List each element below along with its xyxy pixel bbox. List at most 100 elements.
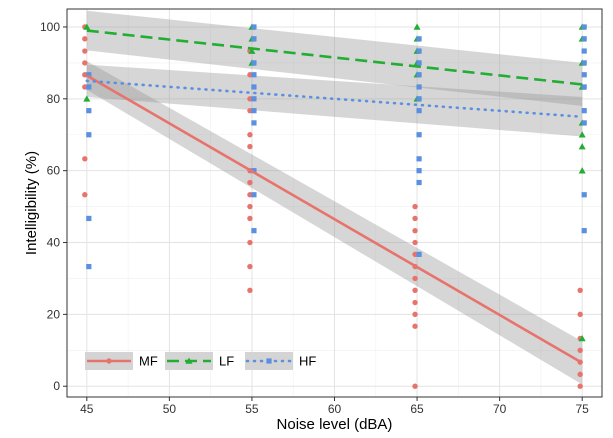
x-tick-label: 70 <box>493 402 507 416</box>
data-point-mf <box>412 275 418 282</box>
legend-marker-lf <box>185 357 193 364</box>
data-point-hf <box>251 228 257 234</box>
data-point-hf <box>251 168 257 174</box>
data-point-hf <box>251 72 257 78</box>
data-point-mf <box>412 251 418 258</box>
confidence-band-hf <box>86 64 583 137</box>
legend-label-lf: LF <box>219 354 234 369</box>
data-point-mf <box>412 215 418 222</box>
data-point-hf <box>251 120 257 126</box>
data-point-hf <box>416 179 422 186</box>
data-point-mf <box>247 143 253 150</box>
data-point-mf <box>412 323 418 329</box>
x-tick-label: 60 <box>328 402 342 416</box>
data-point-lf <box>578 143 586 150</box>
data-point-hf <box>581 36 587 42</box>
data-point-hf <box>86 84 92 90</box>
legend-item-lf: LF <box>165 352 234 370</box>
data-point-mf <box>577 287 583 293</box>
confidence-bands <box>86 10 583 385</box>
data-point-mf <box>247 132 253 138</box>
data-point-hf <box>581 48 587 54</box>
y-axis-title: Intelligibility (%) <box>23 151 40 255</box>
data-point-hf <box>86 108 92 114</box>
data-point-mf <box>247 179 253 186</box>
legend-item-mf: MF <box>85 352 158 370</box>
data-point-mf <box>82 60 88 66</box>
data-point-mf <box>247 96 253 102</box>
x-tick-label: 65 <box>410 402 424 416</box>
data-point-lf <box>248 47 256 54</box>
data-point-hf <box>416 36 422 42</box>
data-point-hf <box>416 132 422 138</box>
confidence-band-lf <box>86 10 583 107</box>
data-point-mf <box>577 347 583 353</box>
data-point-hf <box>416 72 422 78</box>
fit-line-mf <box>86 74 583 364</box>
data-point-hf <box>86 215 92 222</box>
data-point-mf <box>82 36 88 42</box>
fit-lines <box>85 29 584 364</box>
data-point-hf <box>86 132 92 138</box>
data-point-mf <box>412 227 418 234</box>
x-tick-label: 75 <box>576 402 590 416</box>
data-point-mf <box>82 192 88 198</box>
data-point-hf <box>581 60 587 66</box>
data-point-mf <box>577 371 583 378</box>
data-point-mf <box>412 287 418 293</box>
y-tick-label: 60 <box>47 164 61 178</box>
data-point-mf <box>247 192 253 198</box>
data-point-mf <box>247 215 253 222</box>
x-tick-label: 45 <box>80 402 94 416</box>
data-point-lf <box>578 167 586 174</box>
legend: MF LF HF <box>85 352 316 370</box>
y-tick-label: 80 <box>47 92 61 106</box>
data-point-mf <box>247 239 253 246</box>
data-point-hf <box>581 24 587 30</box>
data-point-hf <box>251 60 257 66</box>
data-point-lf <box>578 334 586 342</box>
data-point-hf <box>416 96 422 102</box>
data-point-hf <box>416 168 422 174</box>
fit-line-hf <box>85 79 584 119</box>
data-point-mf <box>247 287 253 293</box>
confidence-band-mf <box>86 61 583 385</box>
x-axis-title: Noise level (dBA) <box>277 416 393 433</box>
legend-item-hf: HF <box>245 352 316 370</box>
data-point-mf <box>412 239 418 246</box>
fit-line-lf <box>86 29 583 86</box>
data-point-hf <box>251 24 257 30</box>
data-point-lf <box>413 23 421 30</box>
legend-label-hf: HF <box>299 354 316 369</box>
data-point-lf <box>83 23 91 30</box>
data-point-mf <box>412 383 418 389</box>
legend-label-mf: MF <box>139 354 158 369</box>
grid <box>67 9 602 397</box>
data-point-lf <box>578 131 586 138</box>
data-point-hf <box>251 192 257 198</box>
data-point-hf <box>251 36 257 42</box>
data-point-mf <box>82 156 88 162</box>
data-point-mf <box>577 311 583 318</box>
data-point-mf <box>577 383 583 389</box>
data-point-hf <box>416 156 422 162</box>
data-point-mf <box>412 299 418 306</box>
y-tick-label: 0 <box>53 379 60 393</box>
data-point-hf <box>581 84 587 90</box>
y-tick-label: 100 <box>40 20 60 34</box>
data-point-hf <box>416 108 422 114</box>
data-point-hf <box>581 72 587 78</box>
data-point-hf <box>416 60 422 66</box>
data-point-mf <box>247 263 253 270</box>
data-point-hf <box>86 72 92 78</box>
data-point-hf <box>416 251 422 257</box>
y-tick-label: 20 <box>47 307 61 321</box>
y-axis-ticks: 0 20 40 60 80 100 <box>40 20 67 393</box>
data-point-hf <box>581 108 587 114</box>
x-axis-ticks: 45 50 55 60 65 70 75 <box>80 397 589 416</box>
data-point-mf <box>247 107 253 114</box>
data-point-hf <box>251 108 257 114</box>
data-point-hf <box>581 192 587 198</box>
data-point-hf <box>581 120 587 126</box>
data-point-hf <box>416 48 422 54</box>
